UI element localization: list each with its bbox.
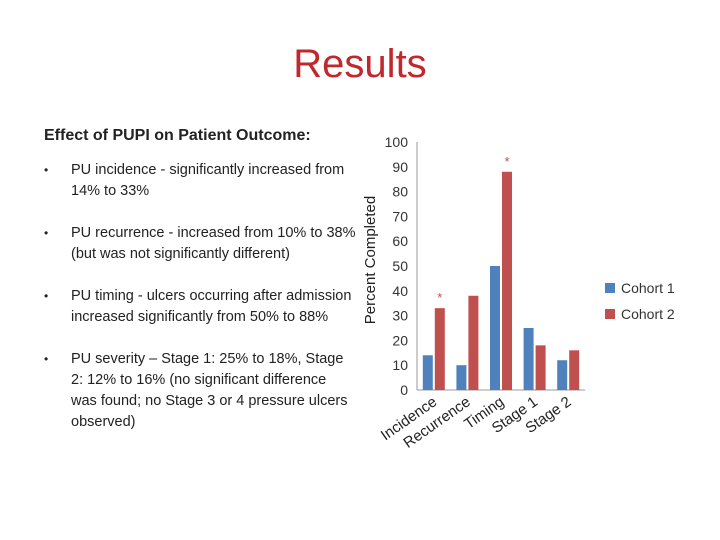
legend-swatch [605,309,615,319]
bar-cohort-2 [468,295,479,390]
bullet-text: PU incidence - significantly increased f… [71,162,345,199]
slide-title: Results [293,42,427,86]
y-tick-label: 30 [392,308,408,324]
y-tick-label: 10 [392,357,408,373]
y-tick-label: 100 [385,134,409,150]
significance-marker: * [437,290,442,305]
bar-cohort-2 [502,171,512,390]
bullet-text: PU severity – Stage 1: 25% to 18%, Stage… [71,351,348,430]
bullet-marker: • [44,163,49,177]
y-axis-label: Percent Completed [362,196,379,324]
bullet-marker: • [44,226,49,240]
bar-cohort-1 [523,328,534,390]
bullet-text: PU recurrence - increased from 10% to 38… [71,225,356,262]
bullet-item-incidence: • PU incidence - significantly increased … [44,160,356,202]
y-tick-label: 20 [392,332,408,348]
bullet-item-recurrence: • PU recurrence - increased from 10% to 3… [44,223,356,265]
bar-cohort-2 [434,308,445,390]
bullet-item-timing: • PU timing - ulcers occurring after admi… [44,286,356,328]
bar-cohort-1 [490,266,500,390]
bar-cohort-1 [422,355,433,390]
y-tick-label: 80 [392,184,408,200]
y-tick-label: 90 [392,159,408,175]
significance-marker: * [504,154,509,169]
y-tick-label: 70 [392,208,408,224]
bar-cohort-1 [456,365,467,390]
legend-swatch [605,283,615,293]
legend-label: Cohort 2 [621,306,675,322]
y-tick-label: 40 [392,283,408,299]
bar-cohort-1 [557,360,568,390]
y-tick-label: 50 [392,258,408,274]
slide-subtitle: Effect of PUPI on Patient Outcome: [44,127,311,144]
bullet-list: • PU incidence - significantly increased … [44,160,356,454]
y-tick-label: 60 [392,233,408,249]
legend-label: Cohort 1 [621,280,675,296]
y-tick-label: 0 [400,382,408,398]
bar-cohort-2 [569,350,580,390]
bullet-text: PU timing - ulcers occurring after admis… [71,288,352,325]
bar-cohort-2 [535,345,546,390]
bullet-item-severity: • PU severity – Stage 1: 25% to 18%, Stag… [44,349,356,433]
bullet-marker: • [44,289,49,303]
bullet-marker: • [44,352,49,366]
